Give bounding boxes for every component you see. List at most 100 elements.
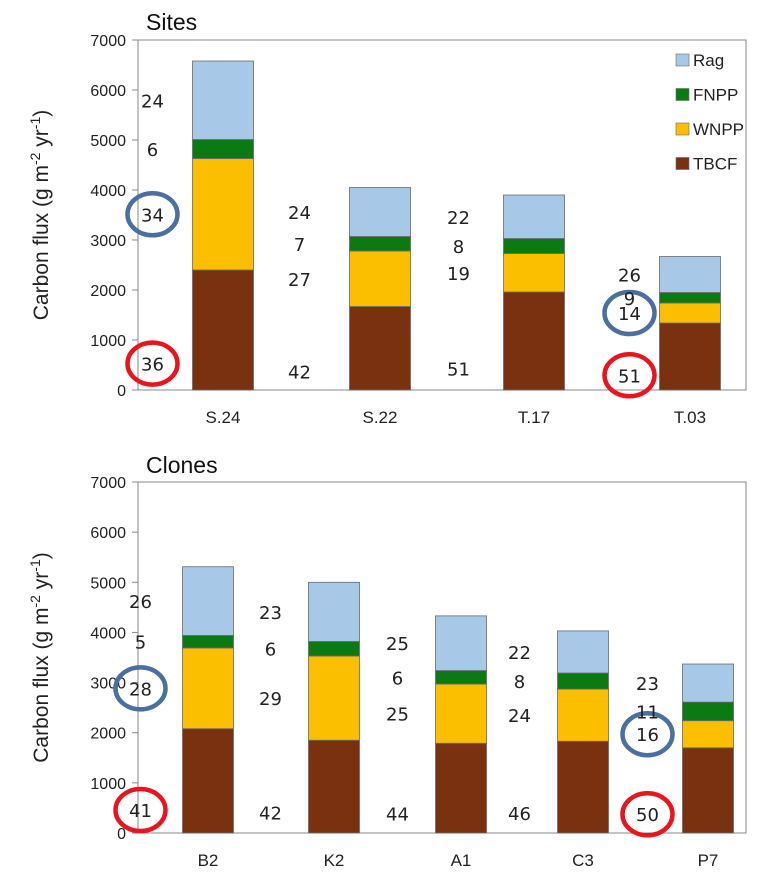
legend-label-rag: Rag xyxy=(693,51,724,70)
y-tick-label: 4000 xyxy=(90,183,126,200)
y-tick-label: 1000 xyxy=(90,776,126,793)
x-category-label: K2 xyxy=(324,851,345,870)
y-tick-label: 6000 xyxy=(90,83,126,100)
data-label-wnpp: 19 xyxy=(447,264,470,285)
data-label-rag: 23 xyxy=(259,603,282,624)
bar-segment-wnpp xyxy=(659,302,721,324)
chart-title: Sites xyxy=(146,9,197,35)
data-label-wnpp: 16 xyxy=(636,725,659,746)
bar-segment-fnpp xyxy=(682,701,734,722)
data-label-wnpp: 24 xyxy=(508,706,531,727)
data-label-tbcf: 36 xyxy=(141,355,164,376)
data-label-tbcf: 44 xyxy=(386,804,409,825)
data-label-tbcf: 50 xyxy=(636,805,659,826)
data-label-wnpp: 14 xyxy=(618,304,641,325)
y-tick-label: 4000 xyxy=(90,625,126,642)
bar-segment-fnpp xyxy=(503,238,565,254)
data-label-fnpp: 7 xyxy=(294,235,305,256)
data-label-rag: 24 xyxy=(141,91,164,112)
data-label-fnpp: 6 xyxy=(392,668,403,689)
y-tick-label: 2000 xyxy=(90,283,126,300)
highlight-circle xyxy=(602,289,657,337)
highlight-circle xyxy=(620,710,675,758)
bar-segment-wnpp xyxy=(682,720,734,749)
bar-segment-rag xyxy=(349,187,411,237)
highlight-circle xyxy=(125,191,180,238)
data-label-fnpp: 8 xyxy=(514,672,525,693)
highlight-circle xyxy=(602,352,657,399)
bar-segment-fnpp xyxy=(192,139,254,159)
bar-segment-rag xyxy=(435,615,487,671)
bar-segment-tbcf xyxy=(557,740,609,834)
bar-segment-tbcf xyxy=(503,291,565,391)
bar-segment-rag xyxy=(557,630,609,674)
data-label-rag: 26 xyxy=(618,266,641,287)
legend-label-tbcf: TBCF xyxy=(693,155,737,174)
bar-segment-rag xyxy=(503,194,565,239)
bar-segment-wnpp xyxy=(435,683,487,744)
y-tick-label: 0 xyxy=(117,383,126,400)
data-label-fnpp: 6 xyxy=(147,140,158,161)
data-label-tbcf: 42 xyxy=(288,363,311,384)
x-category-label: P7 xyxy=(698,851,719,870)
bar-segment-tbcf xyxy=(192,269,254,391)
y-axis-label: Carbon flux (g m-2 yr-1) xyxy=(27,552,53,762)
data-label-tbcf: 46 xyxy=(508,804,531,825)
bar-segment-rag xyxy=(659,256,721,293)
bar-segment-wnpp xyxy=(503,253,565,293)
bar-segment-fnpp xyxy=(349,236,411,252)
bar-segment-wnpp xyxy=(192,158,254,271)
highlight-circle xyxy=(125,340,180,387)
bar-segment-tbcf xyxy=(182,728,234,834)
y-tick-label: 0 xyxy=(117,826,126,843)
x-category-label: A1 xyxy=(451,851,472,870)
data-label-tbcf: 42 xyxy=(259,804,282,825)
x-category-label: S.22 xyxy=(363,408,398,427)
y-tick-label: 7000 xyxy=(90,33,126,50)
bar-segment-rag xyxy=(192,60,254,140)
data-label-tbcf: 41 xyxy=(129,801,152,822)
bar-segment-fnpp xyxy=(182,635,234,649)
highlight-circle xyxy=(113,665,168,712)
legend-swatch-fnpp xyxy=(675,88,690,101)
x-category-label: T.03 xyxy=(674,408,706,427)
bar-segment-fnpp xyxy=(308,641,360,657)
data-label-tbcf: 51 xyxy=(447,359,470,380)
chart-title: Clones xyxy=(146,452,218,478)
data-label-rag: 26 xyxy=(129,592,152,613)
bar-segment-tbcf xyxy=(308,739,360,834)
x-category-label: B2 xyxy=(198,851,219,870)
data-label-rag: 24 xyxy=(288,203,311,224)
y-tick-label: 2000 xyxy=(90,726,126,743)
data-label-fnpp: 5 xyxy=(135,633,146,654)
highlight-circle xyxy=(113,786,168,834)
legend-label-wnpp: WNPP xyxy=(693,120,744,139)
data-label-rag: 23 xyxy=(636,674,659,695)
data-label-fnpp: 9 xyxy=(624,289,635,310)
bar-segment-tbcf xyxy=(349,306,411,391)
data-label-wnpp: 34 xyxy=(141,205,164,226)
data-label-rag: 22 xyxy=(508,643,531,664)
legend-label-fnpp: FNPP xyxy=(693,86,738,105)
data-label-wnpp: 27 xyxy=(288,270,311,291)
bar-segment-rag xyxy=(682,663,734,703)
data-label-wnpp: 29 xyxy=(259,689,282,710)
y-tick-label: 7000 xyxy=(90,475,126,492)
bar-segment-wnpp xyxy=(182,647,234,730)
bar-segment-fnpp xyxy=(659,292,721,304)
bar-segment-fnpp xyxy=(557,672,609,690)
y-tick-label: 6000 xyxy=(90,525,126,542)
bar-segment-tbcf xyxy=(659,322,721,391)
data-label-wnpp: 28 xyxy=(129,679,152,700)
bar-segment-wnpp xyxy=(349,250,411,307)
data-label-wnpp: 25 xyxy=(386,705,409,726)
x-category-label: C3 xyxy=(572,851,594,870)
y-tick-label: 3000 xyxy=(90,233,126,250)
data-label-tbcf: 51 xyxy=(618,366,641,387)
data-label-rag: 25 xyxy=(386,634,409,655)
y-axis-label: Carbon flux (g m-2 yr-1) xyxy=(27,110,53,320)
y-tick-label: 5000 xyxy=(90,133,126,150)
bar-segment-tbcf xyxy=(682,747,734,834)
x-category-label: S.24 xyxy=(206,408,241,427)
data-label-rag: 22 xyxy=(447,208,470,229)
